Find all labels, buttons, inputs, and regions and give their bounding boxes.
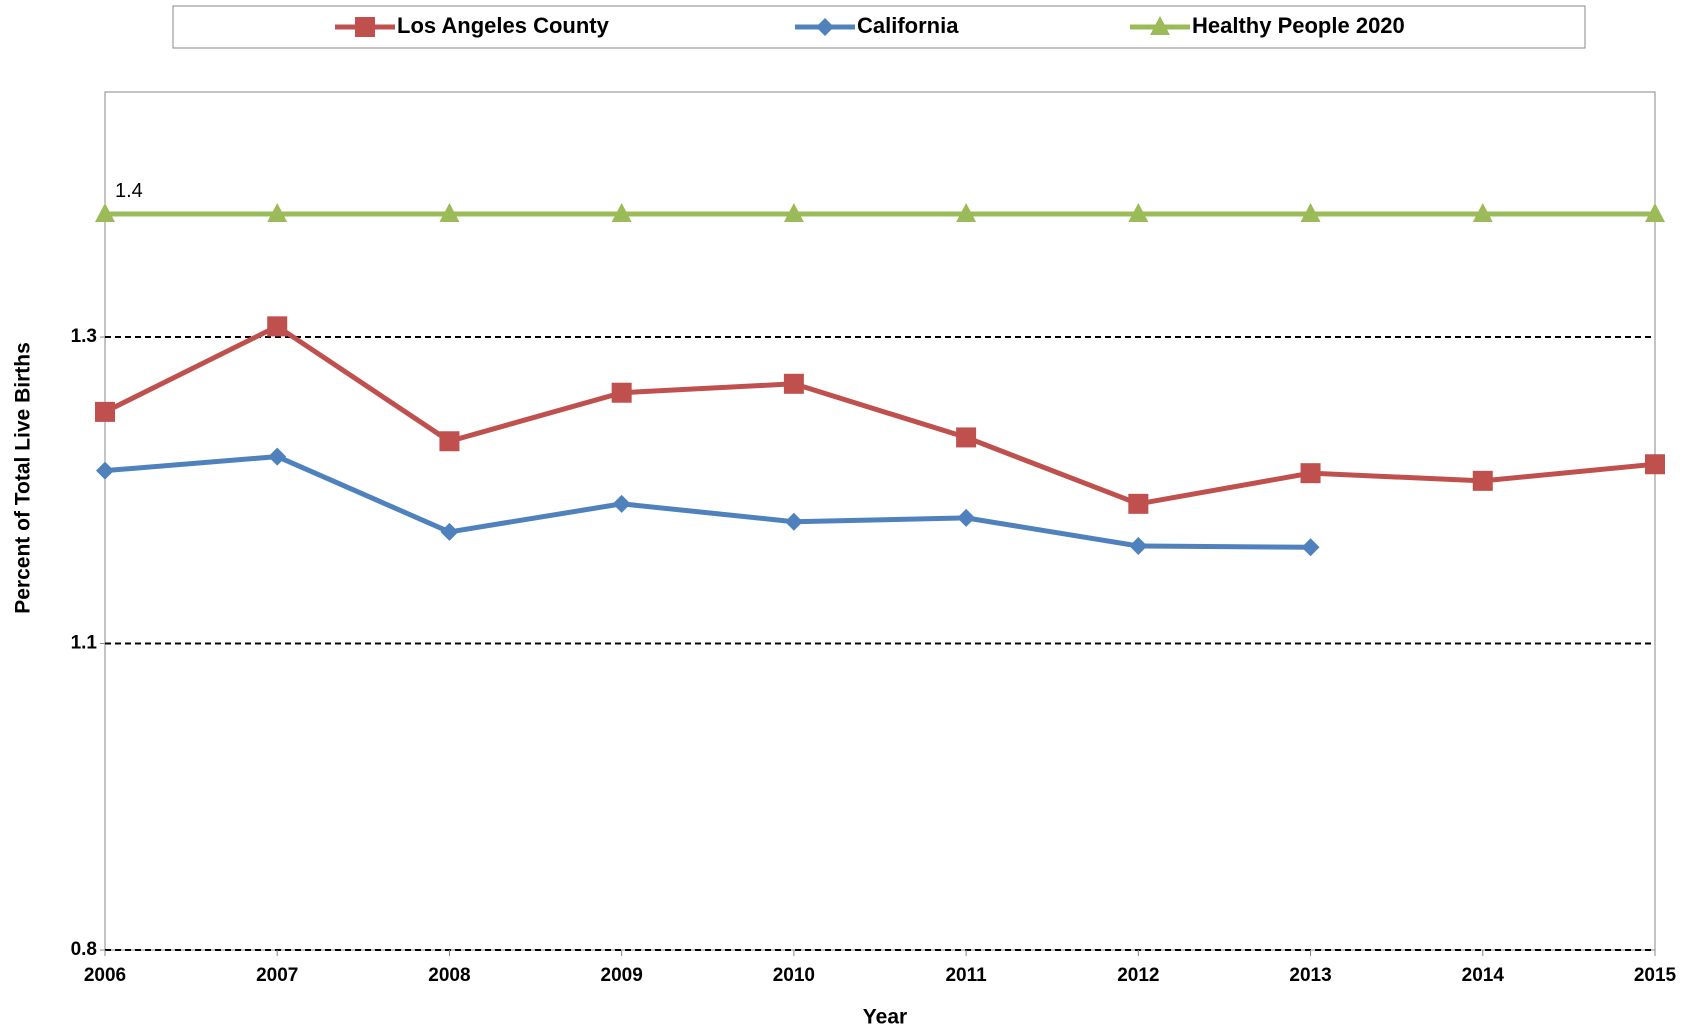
- x-tick-label: 2010: [773, 965, 815, 986]
- data-point: [1300, 463, 1321, 484]
- data-point: [439, 431, 460, 452]
- x-tick-label: 2006: [84, 965, 126, 986]
- x-tick-label: 2012: [1117, 965, 1159, 986]
- legend-marker: [816, 18, 834, 36]
- data-point: [957, 508, 976, 527]
- legend-marker: [355, 17, 375, 37]
- data-point: [268, 447, 287, 466]
- data-point: [1301, 538, 1320, 557]
- legend-label: California: [857, 13, 959, 38]
- y-tick-label: 1.1: [71, 633, 98, 654]
- data-point: [784, 512, 803, 531]
- y-axis-label: Percent of Total Live Births: [12, 342, 35, 614]
- data-point: [1128, 202, 1149, 222]
- y-tick-label: 1.3: [71, 326, 97, 347]
- legend-box: [172, 5, 1586, 49]
- legend-label: Healthy People 2020: [1192, 13, 1405, 38]
- series-line: [104, 454, 1311, 550]
- data-point: [611, 382, 632, 403]
- data-point: [95, 401, 115, 422]
- data-point: [267, 316, 288, 337]
- data-point: [611, 202, 632, 222]
- data-point: [783, 373, 804, 394]
- x-tick-label: 2014: [1462, 965, 1505, 986]
- data-point: [440, 522, 459, 541]
- data-point: [267, 202, 288, 222]
- x-axis-label: Year: [863, 1006, 907, 1028]
- x-tick-label: 2007: [256, 965, 298, 986]
- data-point: [439, 202, 460, 222]
- legend-marker: [1150, 16, 1170, 35]
- data-point: [1645, 202, 1665, 222]
- data-point: [612, 494, 631, 513]
- series-line: [103, 323, 1656, 507]
- data-point: [956, 427, 977, 448]
- data-point: [96, 461, 114, 480]
- x-tick-label: 2015: [1634, 965, 1677, 986]
- legend-label: Los Angeles County: [397, 13, 610, 38]
- data-point: [95, 202, 115, 222]
- x-tick-label: 2011: [945, 965, 987, 986]
- data-point: [783, 202, 804, 222]
- data-point: [1472, 470, 1493, 491]
- data-point: [1128, 493, 1149, 514]
- data-point: [1472, 202, 1493, 222]
- data-point: [1300, 202, 1321, 222]
- y-tick-label: 0.8: [71, 939, 97, 960]
- data-point: [956, 202, 977, 222]
- data-point: [1645, 454, 1665, 475]
- data-point: [1129, 536, 1148, 555]
- x-tick-label: 2009: [601, 965, 643, 986]
- x-tick-label: 2008: [428, 965, 470, 986]
- x-tick-label: 2013: [1289, 965, 1331, 986]
- annotation: 1.4: [115, 180, 143, 202]
